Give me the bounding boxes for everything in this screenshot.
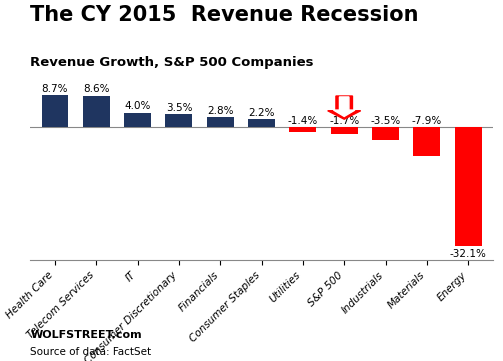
Bar bbox=[248, 119, 275, 127]
Text: -32.1%: -32.1% bbox=[450, 248, 486, 258]
Bar bbox=[83, 96, 110, 127]
Text: 8.6%: 8.6% bbox=[83, 84, 110, 94]
Text: -7.9%: -7.9% bbox=[412, 116, 442, 126]
Text: Source of data: FactSet: Source of data: FactSet bbox=[30, 347, 151, 357]
Text: The CY 2015  Revenue Recession: The CY 2015 Revenue Recession bbox=[30, 5, 418, 25]
Text: 4.0%: 4.0% bbox=[124, 101, 151, 111]
Text: 2.2%: 2.2% bbox=[248, 108, 275, 118]
Text: -3.5%: -3.5% bbox=[370, 116, 400, 126]
Bar bbox=[207, 117, 234, 127]
Bar bbox=[42, 95, 68, 127]
Text: Revenue Growth, S&P 500 Companies: Revenue Growth, S&P 500 Companies bbox=[30, 56, 314, 69]
Text: 2.8%: 2.8% bbox=[207, 105, 233, 116]
Bar bbox=[124, 113, 151, 127]
Bar bbox=[289, 127, 316, 132]
Text: WOLFSTREET.com: WOLFSTREET.com bbox=[30, 330, 142, 340]
Bar bbox=[455, 127, 481, 245]
Bar bbox=[165, 114, 192, 127]
Polygon shape bbox=[327, 96, 361, 119]
Text: 3.5%: 3.5% bbox=[165, 103, 192, 113]
Text: -1.7%: -1.7% bbox=[329, 116, 359, 126]
Polygon shape bbox=[333, 97, 355, 117]
Bar bbox=[372, 127, 399, 140]
Text: 8.7%: 8.7% bbox=[42, 84, 68, 94]
Bar bbox=[331, 127, 358, 134]
Bar bbox=[413, 127, 440, 156]
Text: -1.4%: -1.4% bbox=[288, 116, 318, 126]
